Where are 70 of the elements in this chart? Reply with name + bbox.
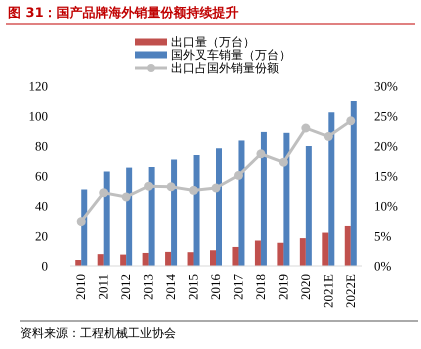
legend-label: 出口占国外销量份额 [171, 61, 279, 76]
point [166, 182, 176, 192]
y2-tick-label: 15% [374, 168, 398, 184]
y-tick-label: 100 [28, 108, 48, 124]
y2-tick-label: 0% [374, 258, 392, 274]
bar [210, 250, 216, 266]
y-tick-label: 60 [35, 168, 48, 184]
x-tick-label: 2015 [186, 274, 201, 300]
y-tick-label: 120 [28, 78, 48, 94]
bar [277, 242, 284, 266]
point [189, 186, 198, 195]
x-tick-label: 2016 [208, 274, 223, 300]
point [99, 188, 108, 198]
x-tick-label: 2020 [298, 274, 313, 300]
y2-tick-label: 25% [374, 108, 398, 124]
bar [194, 155, 200, 266]
bar [165, 252, 172, 266]
bar [142, 252, 149, 266]
x-tick-label: 2019 [275, 274, 290, 300]
x-tick-label: 2021E [320, 274, 336, 308]
bar [171, 160, 178, 266]
point [256, 149, 266, 158]
point [324, 132, 333, 141]
bar [120, 254, 126, 266]
y-tick-label: 0 [42, 258, 48, 274]
bar [75, 260, 82, 266]
bar [148, 167, 155, 266]
x-tick-label: 2012 [118, 274, 134, 300]
bar [344, 226, 351, 266]
point [278, 158, 288, 167]
x-tick-label: 2011 [96, 274, 111, 300]
y-tick-label: 20 [35, 228, 48, 244]
bar [238, 140, 244, 266]
point [234, 170, 243, 180]
point [346, 116, 356, 126]
bar [306, 146, 312, 266]
x-tick-label: 2014 [163, 274, 178, 300]
bar [300, 238, 306, 266]
chart-title: 图 31：国产品牌海外销量份额持续提升 [8, 5, 239, 21]
y-tick-label: 80 [35, 138, 48, 154]
point [301, 124, 310, 132]
bar [322, 232, 328, 266]
point [212, 184, 220, 192]
y2-tick-label: 30% [374, 78, 398, 94]
bar [260, 132, 267, 266]
point [144, 182, 154, 191]
bar [328, 112, 334, 266]
x-tick-label: 2010 [73, 274, 88, 300]
x-tick-label: 2022E [342, 274, 358, 308]
bar [104, 172, 110, 266]
x-tick-label: 2013 [140, 274, 156, 300]
legend-label: 国外叉车销量（万台） [171, 48, 291, 62]
bar [126, 168, 132, 266]
x-tick-label: 2017 [230, 274, 246, 300]
bar [254, 240, 261, 266]
bar [188, 252, 194, 266]
bar [216, 148, 222, 266]
bar [232, 246, 238, 266]
y2-tick-label: 20% [374, 138, 398, 154]
bar [350, 101, 357, 266]
text: 资料来源：工程机械工业协会 [20, 326, 176, 340]
y2-tick-label: 5% [374, 228, 392, 244]
bar [283, 132, 290, 266]
point [122, 192, 131, 202]
legend-label: 出口量（万台） [171, 35, 255, 50]
x-tick-label: 2018 [252, 274, 268, 300]
point [76, 217, 86, 226]
bar [98, 254, 104, 266]
y2-tick-label: 10% [374, 198, 398, 214]
y-tick-label: 40 [35, 198, 48, 214]
